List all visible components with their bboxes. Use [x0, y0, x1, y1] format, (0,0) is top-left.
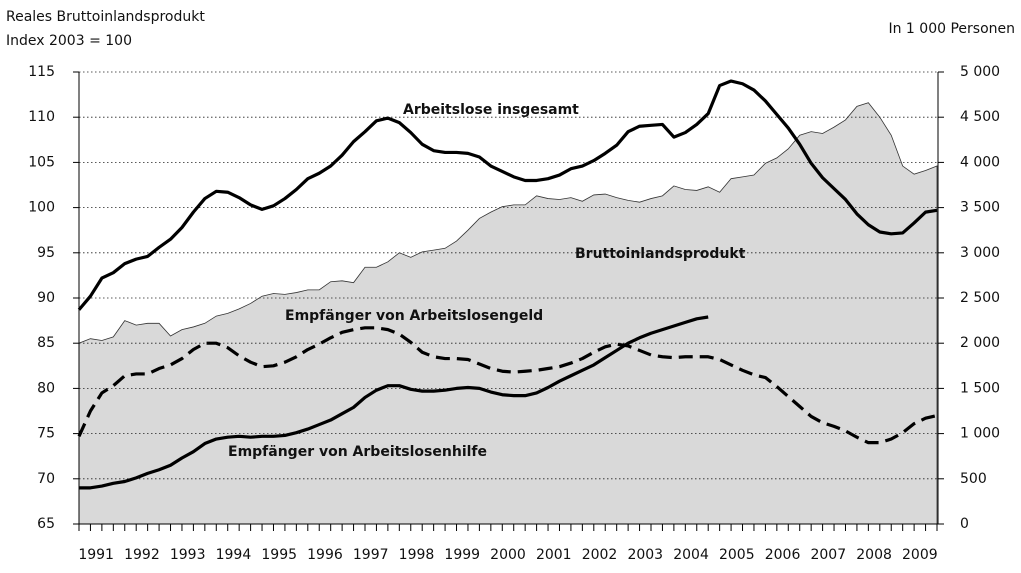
x-tick-label: 2002 [582, 547, 618, 563]
x-tick-label: 1996 [307, 547, 343, 563]
y-label: Reales Bruttoinlandsprodukt [6, 9, 205, 25]
area [78, 102, 938, 525]
y2-tick-label: 2 000 [960, 335, 1000, 351]
x-tick-label: 2007 [810, 547, 846, 563]
y2-tick-label: 3 500 [960, 200, 1000, 216]
y-tick-label: 85 [37, 335, 55, 351]
series-label: Empfänger von Arbeitslosenhilfe [228, 444, 487, 460]
y2-tick-label: 1 000 [960, 426, 1000, 442]
x-tick-label: 2001 [536, 547, 572, 563]
y-tick-label: 115 [28, 64, 55, 80]
y-tick-label: 70 [37, 471, 55, 487]
x-tick-label: 2003 [627, 547, 663, 563]
y2-tick-label: 2 500 [960, 290, 1000, 306]
series-label: Bruttoinlandsprodukt [575, 246, 746, 262]
series-label: Arbeitslose insgesamt [403, 102, 579, 118]
y-tick-label: 90 [37, 290, 55, 306]
y2-tick-label: 0 [960, 516, 969, 532]
x-tick-label: 2000 [490, 547, 526, 563]
y2-tick-label: 4 000 [960, 154, 1000, 170]
y-tick-label: 100 [28, 200, 55, 216]
y-tick-label: 75 [37, 426, 55, 442]
y-tick-label: 110 [28, 109, 55, 125]
x-tick-label: 2005 [719, 547, 755, 563]
x-tick-label: 1993 [170, 547, 206, 563]
y-tick-label: 95 [37, 245, 55, 261]
y2-tick-label: 5 000 [960, 64, 1000, 80]
x-tick-label: 1992 [124, 547, 160, 563]
x-tick-label: 1995 [261, 547, 297, 563]
x-tick-label: 1991 [78, 547, 114, 563]
x-tick-label: 1997 [353, 547, 389, 563]
series-line [77, 79, 938, 311]
series-line [79, 315, 709, 490]
y-tick-label: 65 [37, 516, 55, 532]
x-tick-label: 1994 [216, 547, 252, 563]
y2-tick-label: 4 500 [960, 109, 1000, 125]
x-tick-label: 1999 [444, 547, 480, 563]
y-tick-label: 105 [28, 154, 55, 170]
y-tick-label: 80 [37, 380, 55, 396]
y2-tick-label: 3 000 [960, 245, 1000, 261]
x-tick-label: 2009 [902, 547, 938, 563]
x-tick-label: 1998 [399, 547, 435, 563]
y2-tick-label: 500 [960, 471, 987, 487]
x-tick-label: 2008 [856, 547, 892, 563]
x-tick-label: 2006 [765, 547, 801, 563]
series-label: Empfänger von Arbeitslosengeld [285, 308, 543, 324]
y-label: Index 2003 = 100 [6, 33, 132, 49]
y2-tick-label: 1 500 [960, 380, 1000, 396]
y2-label: In 1 000 Personen [888, 21, 1015, 37]
x-tick-label: 2004 [673, 547, 709, 563]
series-line [77, 326, 938, 445]
